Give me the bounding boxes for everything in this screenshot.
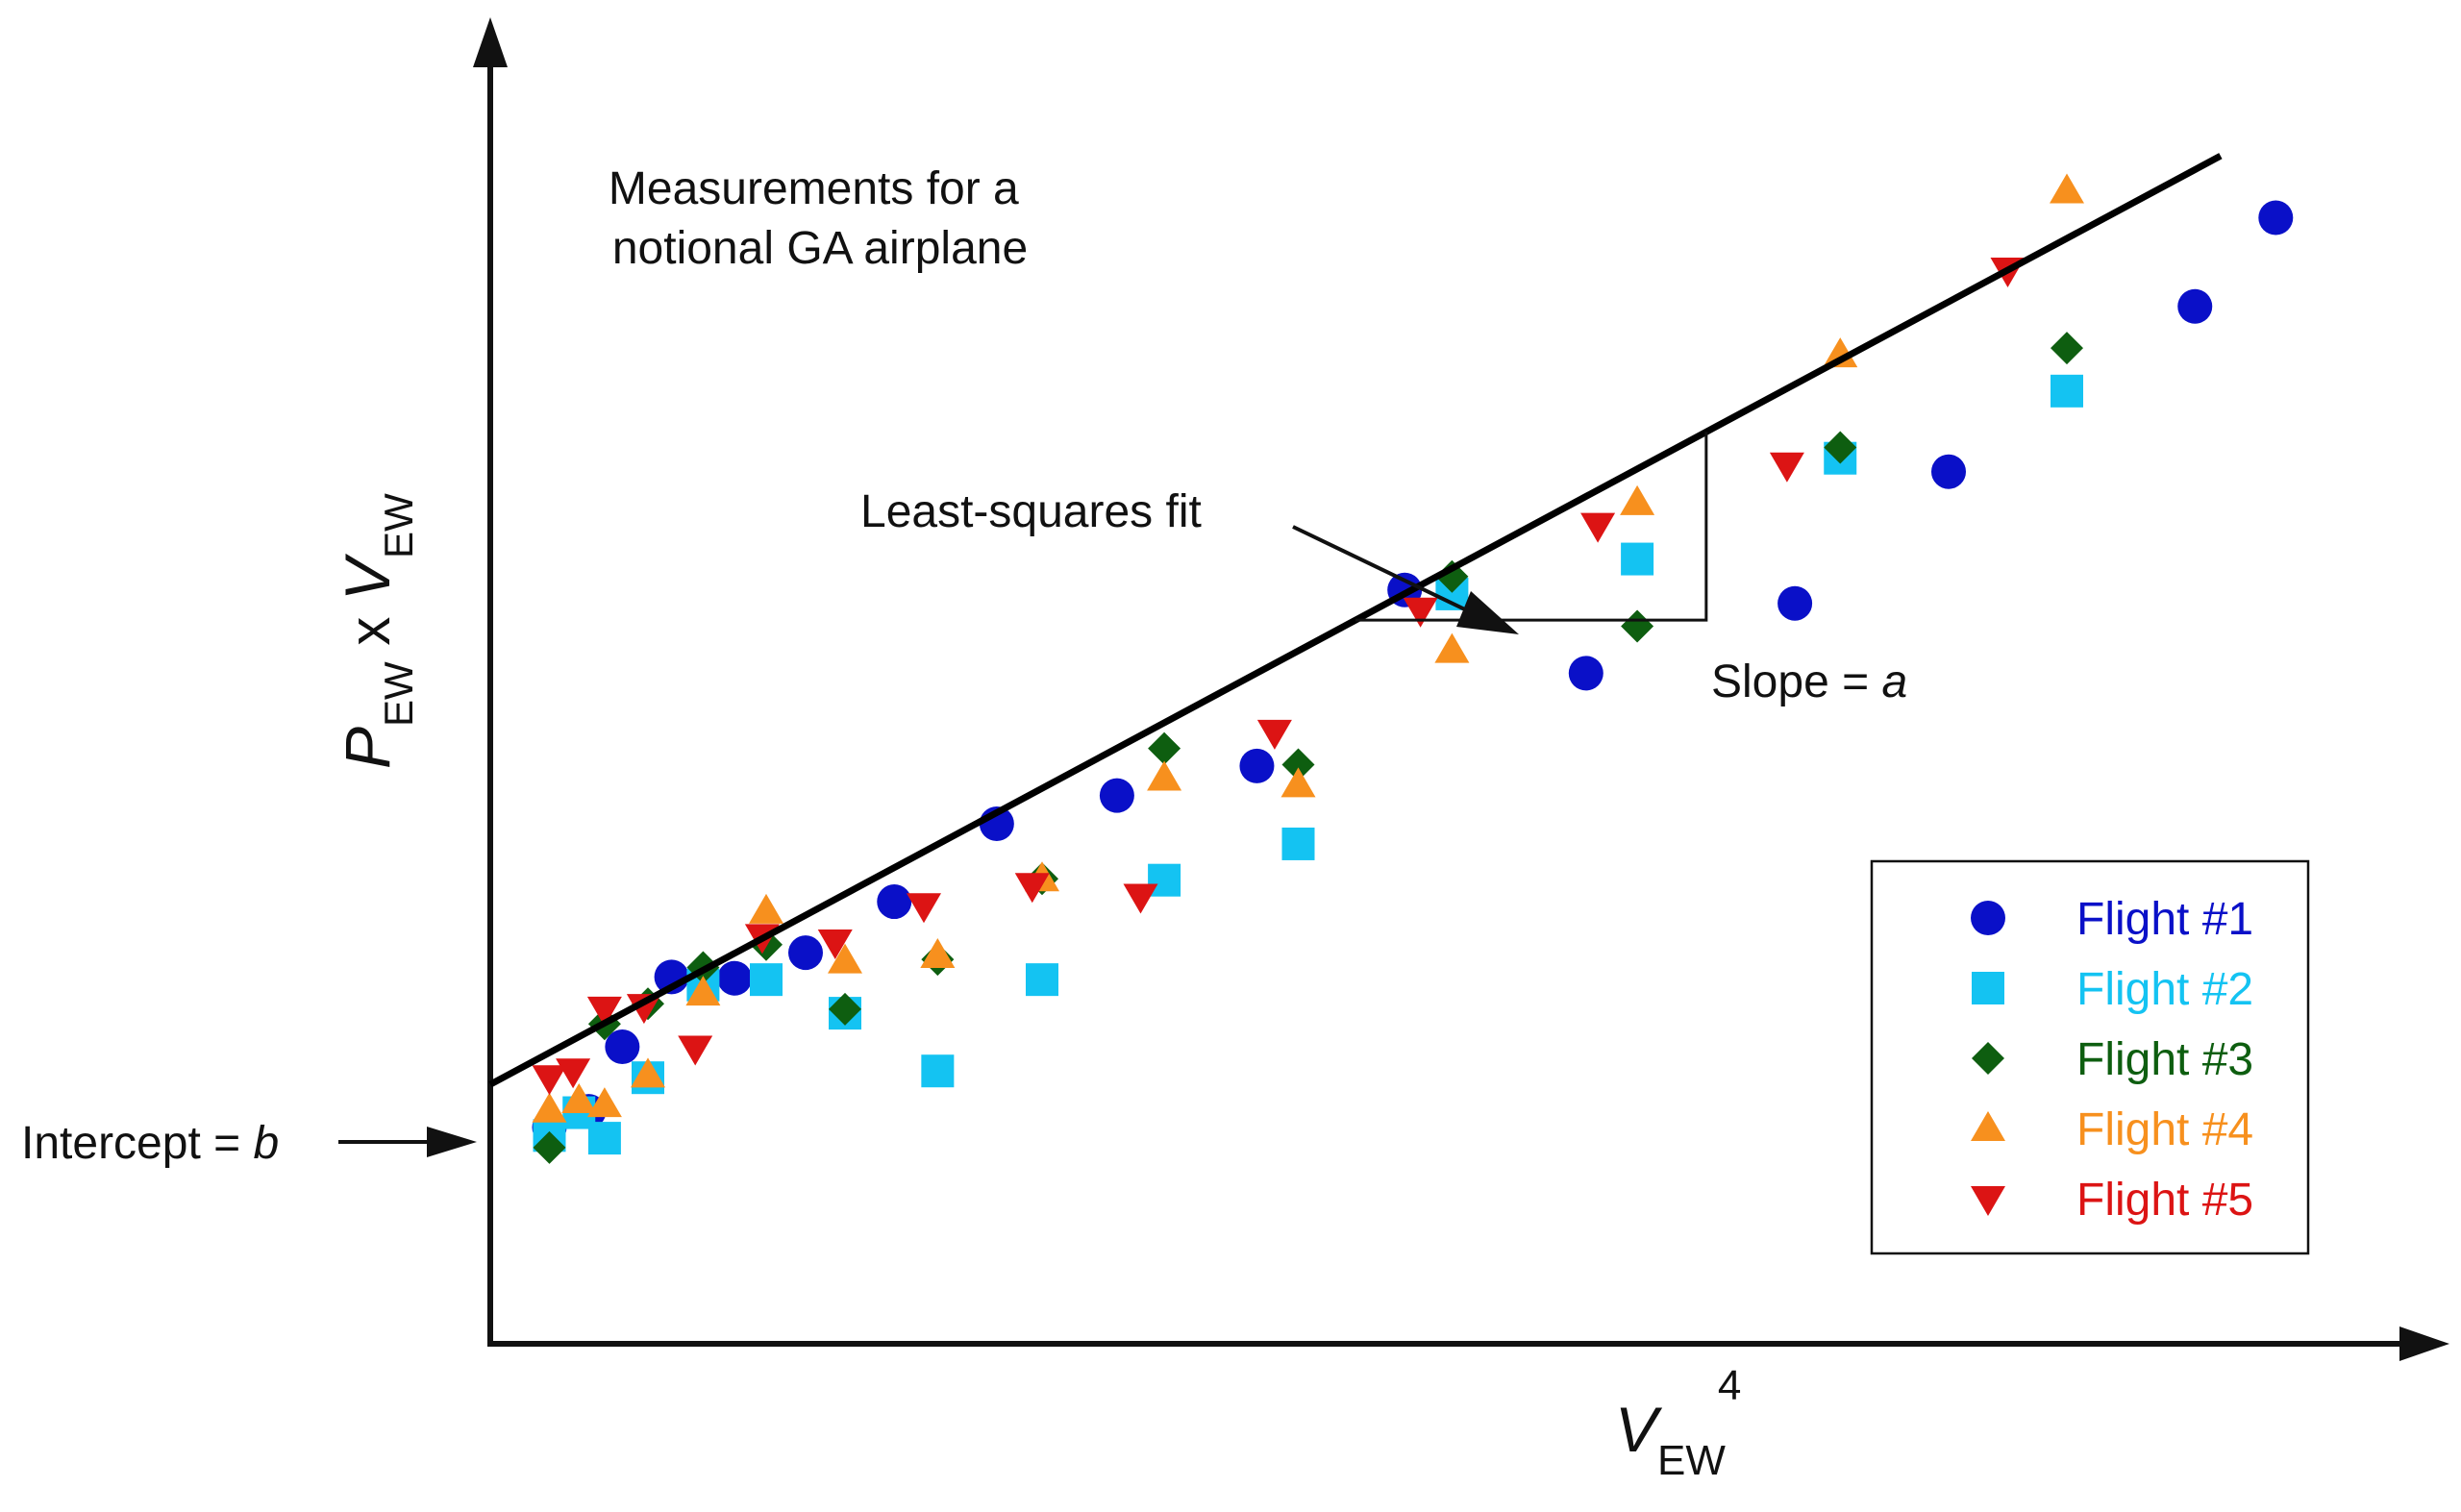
y-axis-label-v-sub: EW xyxy=(376,493,421,558)
legend-entry-flight-2: Flight #2 xyxy=(1972,964,2253,1015)
flight-4-point-4 xyxy=(631,1057,665,1088)
flight-3-point-1 xyxy=(533,1130,566,1164)
flight-4-point-11 xyxy=(1280,767,1316,798)
flight-3-point-13 xyxy=(1824,431,1857,464)
flight-4-point-8 xyxy=(920,937,956,968)
y-axis-label-v: V xyxy=(332,553,403,601)
chart-title: Measurements for a notional GA airplane xyxy=(609,163,1032,274)
flight-5-point-5 xyxy=(678,1035,713,1066)
flight-4-point-12 xyxy=(1434,632,1470,663)
flight-5-point-9 xyxy=(1014,873,1050,904)
flight-5-point-12 xyxy=(1403,597,1438,628)
slope-label: Slope = a xyxy=(1711,657,1907,707)
flight-1-point-13 xyxy=(1777,585,1813,621)
legend-marker-flight-1 xyxy=(1971,901,2005,935)
y-axis-label-times: x xyxy=(337,601,402,661)
flight-1-point-14 xyxy=(1931,454,1966,489)
x-axis-arrowhead xyxy=(2399,1326,2449,1361)
flight-3-point-10 xyxy=(1281,748,1315,781)
flight-2-point-6 xyxy=(750,963,783,997)
flight-4-point-14 xyxy=(1823,337,1858,368)
flight-4-point-3 xyxy=(586,1087,622,1118)
flight-3-point-11 xyxy=(1435,559,1469,593)
legend-marker-flight-5 xyxy=(1971,1186,2005,1216)
flight-2-point-3 xyxy=(587,1122,621,1155)
flight-2-point-11 xyxy=(1281,827,1315,860)
flight-1-point-15 xyxy=(2177,288,2213,324)
flight-4-point-10 xyxy=(1147,760,1182,791)
flight-4-point-7 xyxy=(828,943,862,974)
flight-5-point-13 xyxy=(1580,512,1616,543)
legend-items: Flight #1 Flight #2 Flight #3 Flight #4 Flig… xyxy=(1971,894,2253,1226)
flight-4-point-13 xyxy=(1620,484,1655,515)
slope-label-prefix: Slope = xyxy=(1711,657,1881,707)
flight-5-point-7 xyxy=(817,929,853,959)
chart-title-line-2: notional GA airplane xyxy=(612,223,1028,274)
legend-box xyxy=(1870,859,2310,1255)
fit-label: Least-squares fit xyxy=(860,486,1202,537)
y-axis-label: PEW x VEW xyxy=(332,493,421,769)
flight-5-point-10 xyxy=(1123,883,1158,914)
legend-label-flight-4: Flight #4 xyxy=(2076,1104,2253,1155)
flight-1-point-6 xyxy=(788,935,823,971)
flight-4-point-15 xyxy=(2050,173,2084,204)
legend-label-flight-3: Flight #3 xyxy=(2076,1034,2253,1085)
y-axis-label-p: P xyxy=(332,727,403,769)
series-flight-4 xyxy=(532,173,2084,1123)
flight-4-point-6 xyxy=(749,893,783,924)
flight-5-point-11 xyxy=(1256,719,1292,750)
flight-4-point-1 xyxy=(532,1092,567,1123)
flight-4-point-2 xyxy=(561,1082,597,1113)
flight-3-point-6 xyxy=(829,992,861,1026)
legend-label-flight-1: Flight #1 xyxy=(2076,894,2253,945)
legend-label-flight-2: Flight #2 xyxy=(2076,964,2253,1015)
flight-1-point-5 xyxy=(717,960,753,996)
flight-1-point-9 xyxy=(1099,778,1134,813)
chart-title-line-1: Measurements for a xyxy=(609,163,1019,214)
legend-entry-flight-4: Flight #4 xyxy=(1971,1104,2253,1155)
flight-3-point-12 xyxy=(1621,609,1654,643)
intercept-label-var: b xyxy=(253,1118,279,1169)
y-axis-arrowhead xyxy=(473,17,508,67)
axes xyxy=(473,17,2449,1361)
slope-label-var: a xyxy=(1881,657,1907,707)
flight-2-point-9 xyxy=(1026,963,1058,997)
flight-1-point-7 xyxy=(877,884,912,920)
flight-1-point-10 xyxy=(1239,748,1275,783)
flight-3-point-14 xyxy=(2051,332,2083,365)
y-axis-label-p-sub: EW xyxy=(376,661,421,727)
flight-1-point-16 xyxy=(2258,200,2294,235)
flight-5-point-4 xyxy=(626,994,661,1025)
x-axis-label: VEW 4 xyxy=(1615,1362,1741,1484)
flight-2-point-13 xyxy=(1621,542,1654,576)
flight-3-point-9 xyxy=(1148,731,1181,765)
x-axis-label-main: V xyxy=(1615,1394,1663,1465)
legend-entry-flight-1: Flight #1 xyxy=(1971,894,2253,945)
intercept-arrow xyxy=(338,1127,477,1157)
legend-entry-flight-5: Flight #5 xyxy=(1971,1175,2253,1226)
flight-5-point-14 xyxy=(1769,452,1804,483)
x-axis-label-sup: 4 xyxy=(1718,1362,1741,1409)
intercept-label-prefix: Intercept = xyxy=(21,1118,253,1169)
flight-5-point-8 xyxy=(907,893,941,924)
x-axis-label-sub: EW xyxy=(1657,1437,1726,1484)
fit-label-arrow xyxy=(1292,525,1519,634)
flight-5-point-3 xyxy=(586,996,622,1027)
flight-4-point-5 xyxy=(685,976,721,1006)
legend-entry-flight-3: Flight #3 xyxy=(1972,1034,2253,1085)
legend-marker-flight-4 xyxy=(1971,1111,2005,1141)
flight-5-point-2 xyxy=(556,1058,591,1089)
flight-1-point-3 xyxy=(605,1029,640,1065)
legend-marker-flight-3 xyxy=(1972,1042,2004,1075)
legend-label-flight-5: Flight #5 xyxy=(2076,1175,2253,1226)
flight-2-point-8 xyxy=(921,1054,955,1088)
legend-marker-flight-2 xyxy=(1972,972,2004,1004)
legend: Flight #1 Flight #2 Flight #3 Flight #4 Flig… xyxy=(1870,859,2310,1255)
flight-1-point-12 xyxy=(1568,656,1603,691)
flight-5-point-1 xyxy=(532,1065,567,1096)
intercept-label: Intercept = b xyxy=(21,1118,279,1169)
flight-2-point-15 xyxy=(2051,374,2083,408)
